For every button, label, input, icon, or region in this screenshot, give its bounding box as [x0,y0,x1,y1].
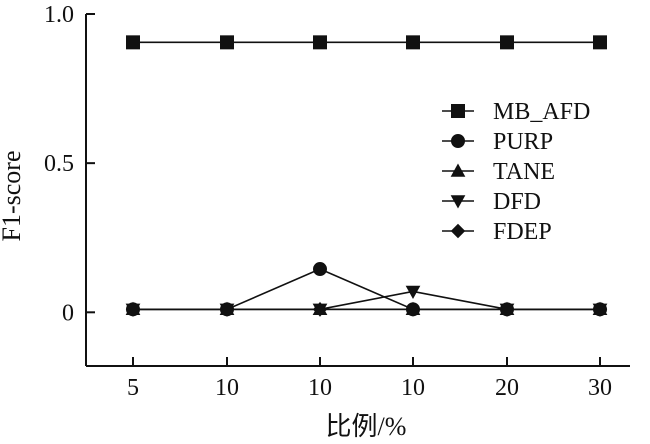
legend-marker-dfd [450,195,466,209]
series-line-dfd [133,290,600,311]
legend-item-mb-afd: MB_AFD [442,99,590,125]
legend-label: DFD [493,189,541,215]
x-tick-label: 20 [495,375,519,401]
x-tick-label: 30 [588,375,612,401]
legend-item-purp: PURP [442,129,553,155]
data-point-purp [500,302,514,317]
x-axis-title: 比例/% [326,412,407,441]
legend: MB_AFD PURP TANE DFD FDEP [442,99,590,245]
series-line-purp [133,268,600,311]
legend-marker-purp [451,134,465,148]
legend-item-dfd: DFD [442,189,541,215]
legend-label: TANE [493,159,555,185]
legend-marker-tane [450,163,466,177]
data-point-purp [406,302,420,317]
legend-marker-fdep [450,223,466,239]
data-point-mb-afd [126,35,140,50]
x-tick-label: 10 [215,375,239,401]
x-tick-label: 10 [401,375,425,401]
data-point-purp [220,302,234,317]
y-tick-label: 1.0 [44,2,74,28]
legend-item-fdep: FDEP [442,219,552,245]
x-tick-label: 10 [308,375,332,401]
y-tick-label: 0 [62,300,74,326]
data-point-purp [126,302,140,317]
y-axis-title: F1-score [0,151,26,242]
data-point-mb-afd [406,35,420,50]
legend-label: PURP [493,129,553,155]
series-layer [125,35,608,317]
data-point-purp [593,302,607,317]
data-point-tane [312,301,328,316]
data-point-mb-afd [220,35,234,50]
legend-marker-mb-afd [451,104,465,118]
data-point-mb-afd [593,35,607,50]
legend-label: MB_AFD [493,99,590,125]
data-point-mb-afd [500,35,514,50]
legend-item-tane: TANE [442,159,555,185]
y-tick-label: 0.5 [44,151,74,177]
x-tick-label: 5 [127,375,139,401]
axes: 0 0.5 1.0 5 10 10 10 20 30 [44,2,630,401]
data-point-dfd [405,285,421,299]
data-point-purp [313,262,327,277]
legend-label: FDEP [493,219,552,245]
data-point-mb-afd [313,35,327,50]
